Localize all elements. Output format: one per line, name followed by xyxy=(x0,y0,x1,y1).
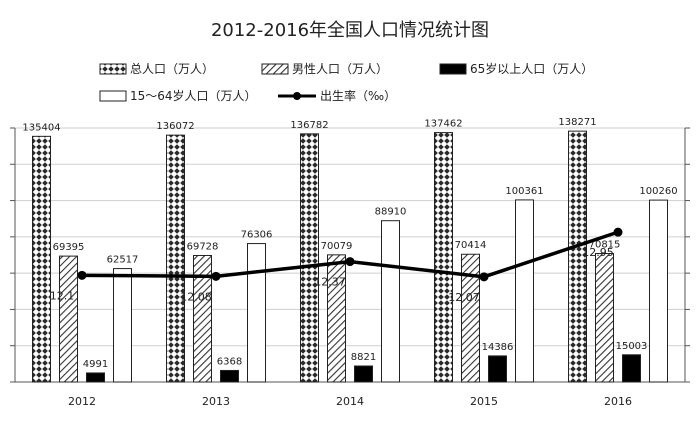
birth-rate-point xyxy=(613,227,623,237)
bar xyxy=(515,199,534,383)
data-label: 138271 xyxy=(558,117,596,128)
data-label: 6368 xyxy=(217,356,242,367)
data-label: 88910 xyxy=(375,207,407,218)
data-label: 4991 xyxy=(83,359,108,370)
x-tick-label: 2015 xyxy=(470,395,498,408)
data-label: 136072 xyxy=(156,121,194,132)
bar xyxy=(300,133,319,383)
data-label: 70079 xyxy=(321,241,353,252)
data-label: 69728 xyxy=(187,241,219,252)
bar xyxy=(568,130,587,383)
chart-title: 2012-2016年全国人口情况统计图 xyxy=(211,20,489,41)
bar xyxy=(461,253,480,383)
birth-rate-label: 12.1 xyxy=(50,289,75,302)
data-label: 14386 xyxy=(482,342,514,353)
data-label: 70815 xyxy=(589,240,621,251)
legend-label: 15～64岁人口（万人） xyxy=(130,88,257,103)
legend-swatch xyxy=(261,63,289,75)
bar xyxy=(595,253,614,383)
legend-label: 出生率（‰） xyxy=(320,88,396,103)
legend-label: 男性人口（万人） xyxy=(292,62,388,76)
data-label: 15003 xyxy=(616,341,648,352)
bar xyxy=(354,365,373,383)
birth-rate-label: 12.95 xyxy=(582,246,614,259)
legend-label: 总人口（万人） xyxy=(130,62,214,76)
x-tick-label: 2013 xyxy=(202,395,230,408)
legend-swatch xyxy=(99,90,127,102)
bar xyxy=(166,134,185,383)
data-label: 100260 xyxy=(639,186,677,197)
birth-rate-point xyxy=(211,271,221,281)
plot-area: 135404 69395 4991 62517 2012 136072 69728 6368 7… xyxy=(10,117,690,408)
data-label: 62517 xyxy=(107,255,139,266)
birth-rate-label: 12.08 xyxy=(180,290,212,303)
bar xyxy=(32,135,51,383)
legend-label: 65岁以上人口（万人） xyxy=(470,61,593,76)
data-label: 8821 xyxy=(351,352,376,363)
data-label: 135404 xyxy=(22,122,60,133)
data-label: 136782 xyxy=(290,120,328,131)
legend-swatch xyxy=(439,63,467,75)
birth-rate-line xyxy=(81,230,619,279)
data-label: 70414 xyxy=(455,240,487,251)
data-label: 69395 xyxy=(53,242,85,253)
legend: 总人口（万人） 男性人口（万人） 65岁以上人口（万人） 15～64岁人口（万人） 出生… xyxy=(99,61,593,103)
bar xyxy=(381,220,400,383)
bar xyxy=(247,243,266,383)
bar xyxy=(59,255,78,383)
birth-rate-point xyxy=(345,257,355,267)
x-tick-label: 2012 xyxy=(68,395,96,408)
bar xyxy=(488,355,507,383)
bar xyxy=(649,199,668,383)
data-label: 100361 xyxy=(505,186,543,197)
legend-marker xyxy=(293,92,301,100)
bar xyxy=(193,254,212,383)
birth-rate-label: 12.37 xyxy=(314,276,346,289)
x-tick-label: 2014 xyxy=(336,395,364,408)
x-tick-label: 2016 xyxy=(604,395,632,408)
bar xyxy=(113,268,132,383)
birth-rate-point xyxy=(77,270,87,280)
birth-rate-point xyxy=(479,272,489,282)
data-label: 76306 xyxy=(241,230,273,241)
bar xyxy=(622,354,641,383)
bar xyxy=(434,132,453,383)
bar xyxy=(327,254,346,383)
bar xyxy=(220,369,239,383)
birth-rate-label: 12.07 xyxy=(448,291,480,304)
bar xyxy=(86,372,105,383)
legend-swatch xyxy=(99,63,127,75)
data-label: 137462 xyxy=(424,119,462,130)
